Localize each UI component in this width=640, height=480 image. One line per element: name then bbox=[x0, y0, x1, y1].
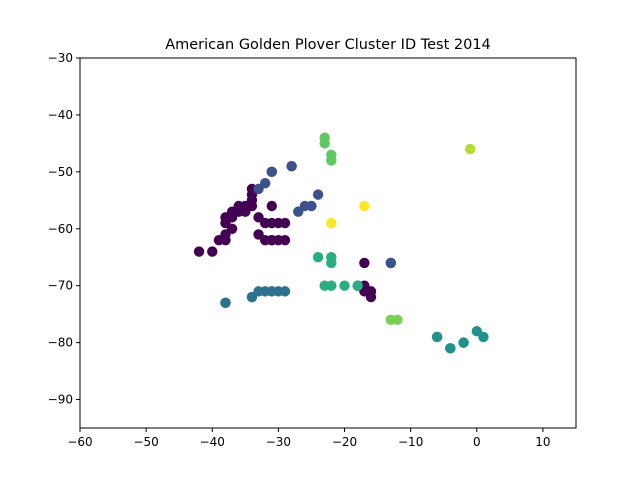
data-point bbox=[193, 246, 205, 257]
y-tick-label: −50 bbox=[48, 165, 73, 179]
y-tick-label: −60 bbox=[48, 222, 73, 236]
x-tick-label: 10 bbox=[535, 435, 550, 449]
data-point bbox=[359, 257, 370, 269]
x-tick-label: −60 bbox=[67, 435, 92, 449]
x-tick-label: 0 bbox=[473, 435, 481, 449]
x-tick-label: −30 bbox=[266, 435, 291, 449]
y-tick-label: −70 bbox=[48, 279, 73, 293]
data-point bbox=[246, 200, 258, 212]
data-point bbox=[279, 234, 291, 246]
data-point bbox=[207, 246, 218, 257]
x-axis: −60 −50 −40 −30 −20 −10 0 10 bbox=[67, 428, 551, 449]
data-point bbox=[385, 257, 397, 269]
data-point bbox=[266, 200, 277, 212]
data-point bbox=[326, 257, 337, 269]
x-tick-label: −40 bbox=[200, 435, 225, 449]
data-point bbox=[326, 217, 337, 229]
data-point bbox=[339, 280, 350, 291]
data-point bbox=[464, 143, 476, 155]
data-point bbox=[312, 252, 324, 263]
data-point bbox=[279, 286, 291, 297]
data-point bbox=[326, 155, 337, 166]
data-point bbox=[286, 160, 297, 172]
data-point bbox=[306, 200, 317, 212]
data-point bbox=[352, 280, 363, 291]
y-tick-label: −30 bbox=[48, 51, 73, 65]
data-point bbox=[326, 280, 337, 291]
y-tick-label: −40 bbox=[48, 108, 73, 122]
y-axis: −30 −40 −50 −60 −70 −80 −90 bbox=[48, 51, 80, 407]
y-tick-label: −80 bbox=[48, 336, 73, 350]
data-point bbox=[392, 314, 403, 326]
data-point bbox=[220, 297, 231, 308]
data-point bbox=[458, 337, 469, 348]
x-tick-label: −20 bbox=[332, 435, 357, 449]
data-point bbox=[259, 178, 271, 189]
data-point bbox=[478, 331, 489, 343]
data-point bbox=[220, 212, 231, 223]
data-point bbox=[279, 217, 291, 229]
data-point bbox=[445, 343, 456, 354]
points-layer bbox=[193, 132, 489, 354]
y-tick-label: −90 bbox=[48, 393, 73, 407]
data-point bbox=[266, 166, 277, 178]
data-point bbox=[319, 138, 330, 149]
chart-title: American Golden Plover Cluster ID Test 2… bbox=[165, 37, 491, 53]
x-tick-label: −10 bbox=[398, 435, 423, 449]
data-point bbox=[431, 331, 443, 343]
plot-frame bbox=[79, 57, 577, 429]
data-point bbox=[359, 200, 370, 212]
x-tick-label: −50 bbox=[133, 435, 158, 449]
data-point bbox=[312, 189, 324, 200]
data-point bbox=[226, 223, 238, 234]
